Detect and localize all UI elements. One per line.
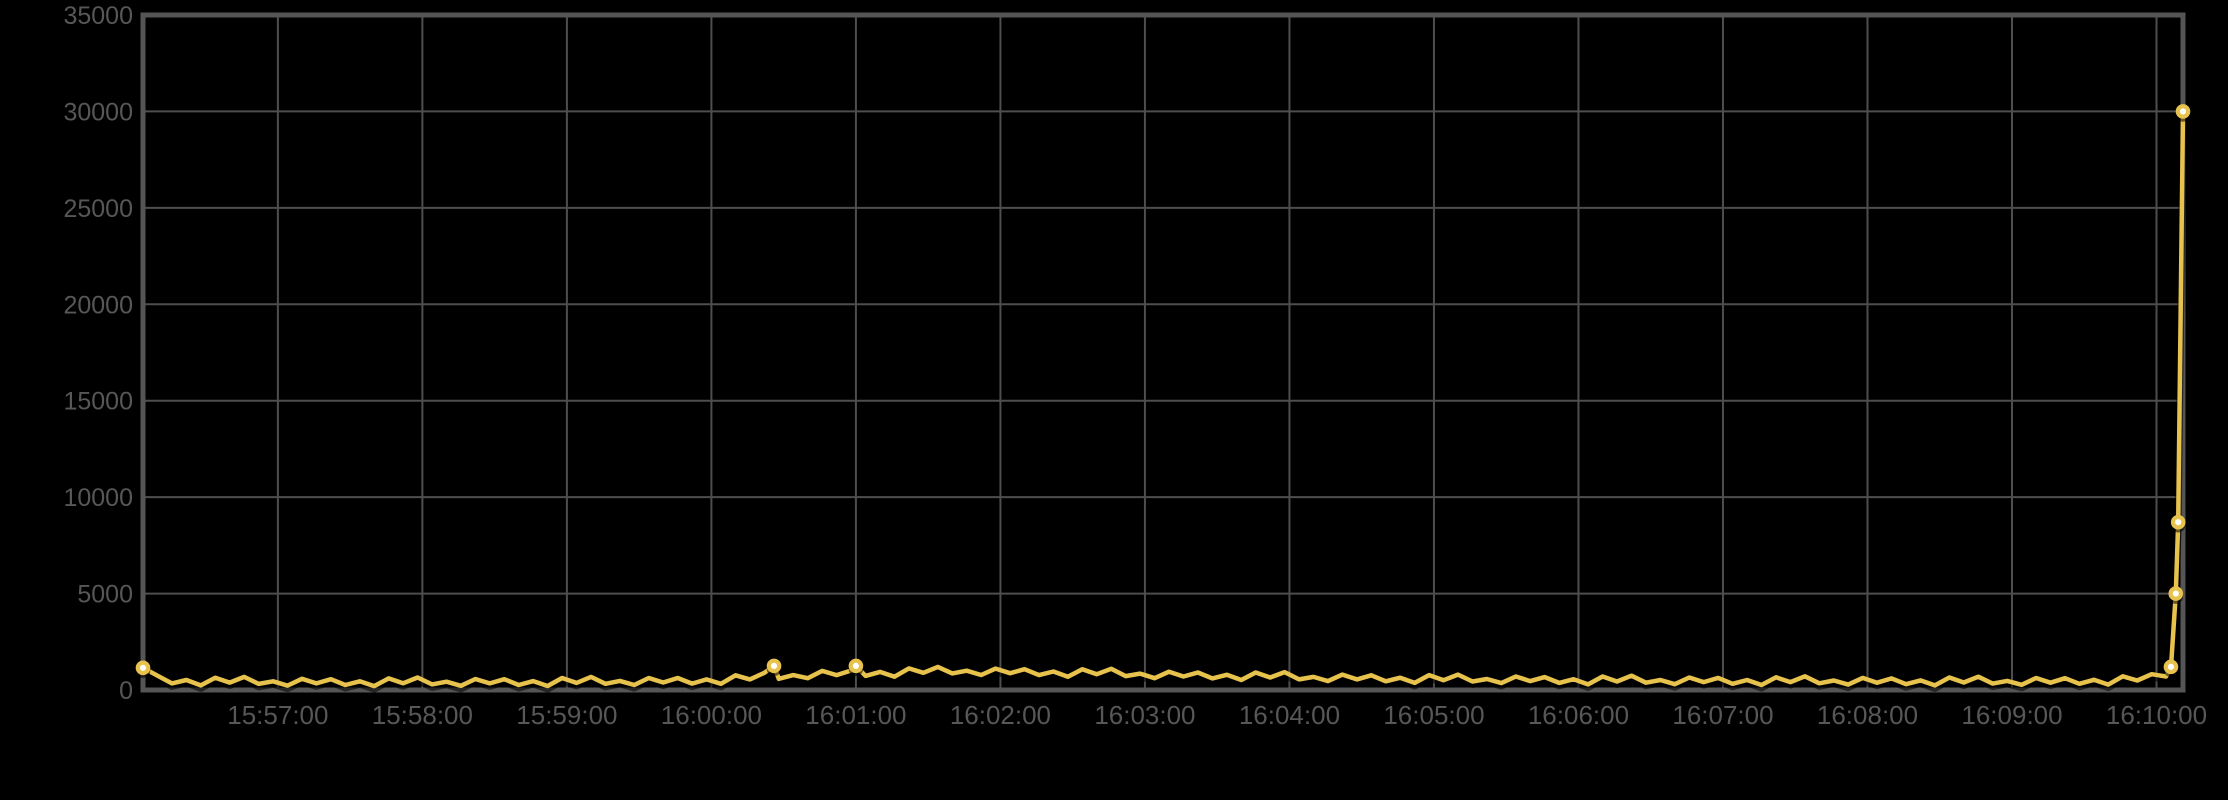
- y-tick-label: 30000: [63, 98, 133, 126]
- x-tick-label: 16:10:00: [2106, 700, 2207, 730]
- x-tick-label: 16:08:00: [1817, 700, 1918, 730]
- y-tick-label: 5000: [77, 581, 133, 609]
- point-marker: [2175, 104, 2191, 119]
- point-marker: [766, 658, 782, 674]
- series-line: [140, 109, 2186, 689]
- y-tick-label: 10000: [63, 484, 133, 512]
- x-tick-label: 16:04:00: [1239, 700, 1340, 730]
- point-marker: [848, 658, 864, 674]
- x-tick-label: 16:07:00: [1672, 700, 1773, 730]
- y-tick-label: 0: [119, 677, 133, 705]
- y-tick-label: 20000: [63, 291, 133, 319]
- point-marker: [2168, 586, 2184, 601]
- x-tick-label: 16:09:00: [1961, 700, 2062, 730]
- y-tick-label: 15000: [63, 388, 133, 416]
- y-tick-label: 35000: [63, 2, 133, 30]
- x-tick-label: 16:03:00: [1094, 700, 1195, 730]
- point-marker: [135, 660, 151, 676]
- x-tick-label: 16:02:00: [950, 700, 1051, 730]
- point-marker: [2163, 659, 2179, 675]
- x-tick-label: 16:06:00: [1528, 700, 1629, 730]
- x-tick-label: 16:00:00: [661, 700, 762, 730]
- x-tick-label: 15:59:00: [516, 700, 617, 730]
- series-shadow: [139, 110, 2187, 693]
- x-tick-label: 16:05:00: [1383, 700, 1484, 730]
- x-tick-label: 15:57:00: [227, 700, 328, 730]
- y-tick-label: 25000: [63, 195, 133, 223]
- x-tick-label: 16:01:00: [805, 700, 906, 730]
- point-marker: [2170, 514, 2186, 530]
- x-tick-label: 15:58:00: [372, 700, 473, 730]
